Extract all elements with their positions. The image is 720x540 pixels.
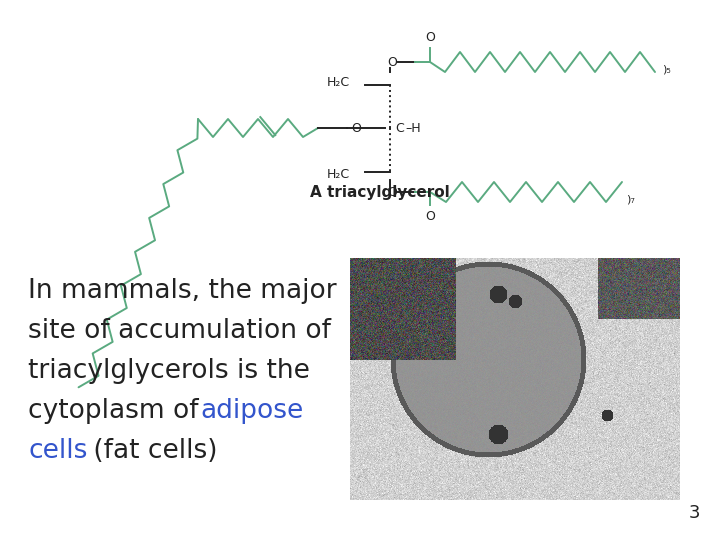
Text: )₇: )₇: [626, 195, 635, 205]
Text: cells: cells: [28, 438, 87, 464]
Text: In mammals, the major: In mammals, the major: [28, 278, 337, 304]
Text: O: O: [387, 56, 397, 69]
Text: triacylglycerols is the: triacylglycerols is the: [28, 358, 310, 384]
Text: adipose: adipose: [200, 398, 303, 424]
Text: –H: –H: [405, 122, 420, 134]
Text: O: O: [351, 122, 361, 134]
Text: H₂C: H₂C: [327, 76, 350, 89]
Text: O: O: [425, 210, 435, 223]
Text: cytoplasm of: cytoplasm of: [28, 398, 207, 424]
Text: O: O: [425, 31, 435, 44]
Text: (fat cells): (fat cells): [85, 438, 217, 464]
Text: C: C: [395, 122, 404, 134]
Text: O: O: [387, 186, 397, 199]
Text: 3: 3: [688, 504, 700, 522]
Text: site of accumulation of: site of accumulation of: [28, 318, 331, 344]
Text: A triacylglycerol: A triacylglycerol: [310, 185, 450, 199]
Text: )₅: )₅: [662, 65, 671, 75]
Text: H₂C: H₂C: [327, 168, 350, 181]
